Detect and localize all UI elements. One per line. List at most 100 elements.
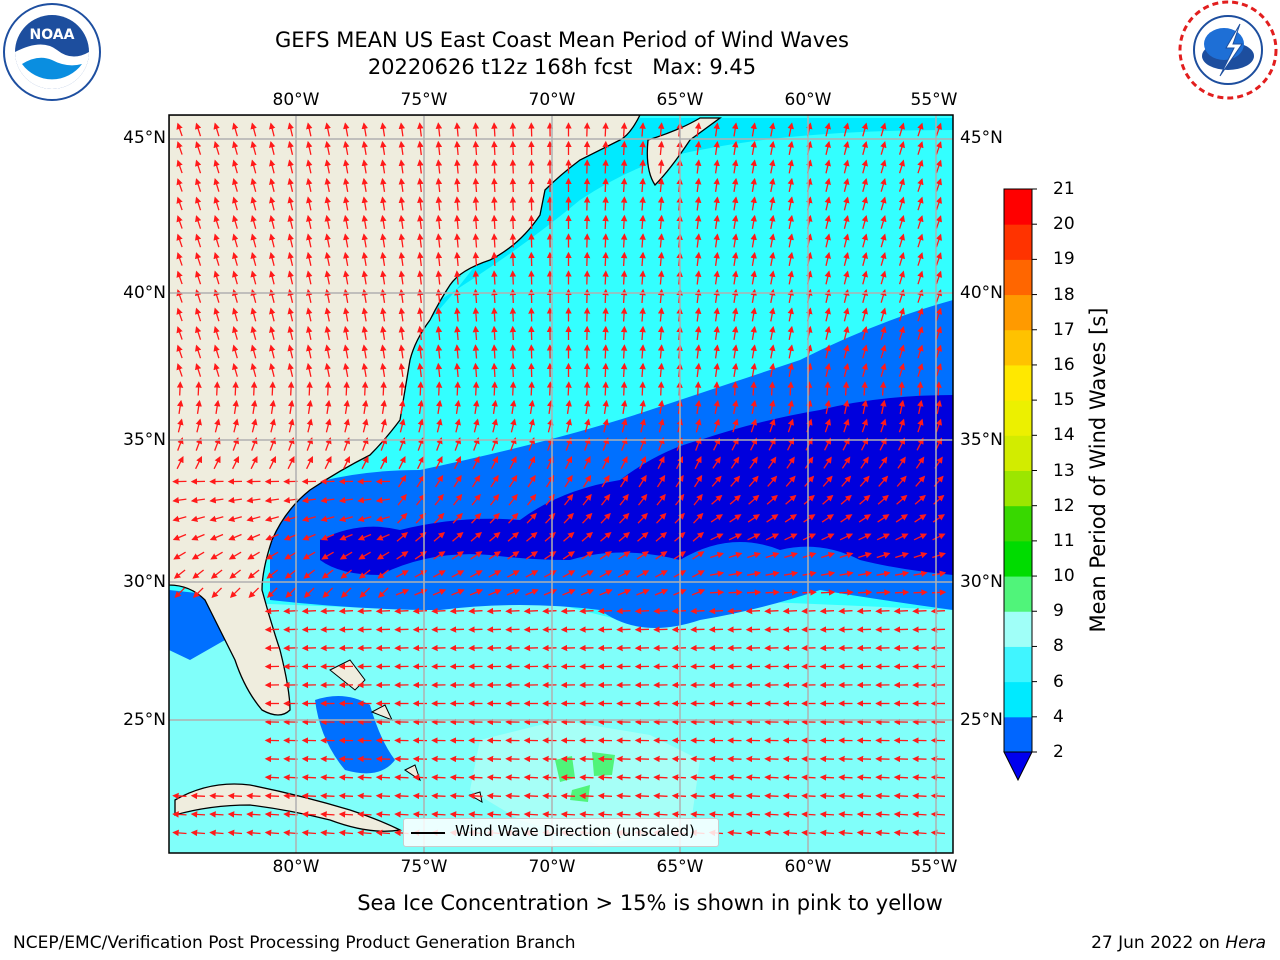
wave-direction-arrow [417, 214, 424, 230]
wave-direction-arrow [917, 159, 924, 174]
wave-direction-arrow [213, 178, 220, 192]
wave-direction-arrow [819, 811, 835, 818]
wave-direction-arrow [563, 531, 575, 542]
wave-direction-arrow [301, 811, 317, 818]
wave-direction-arrow [657, 399, 665, 415]
wave-direction-arrow [264, 607, 280, 615]
wave-direction-arrow [639, 399, 646, 415]
wave-direction-arrow [173, 569, 186, 579]
wave-direction-arrow [176, 196, 183, 211]
wave-direction-arrow [764, 607, 779, 615]
wave-direction-arrow [269, 344, 276, 359]
wave-direction-arrow [375, 496, 390, 504]
wave-direction-arrow [731, 307, 739, 322]
wave-direction-arrow [560, 811, 576, 818]
wave-direction-arrow [857, 589, 873, 596]
wave-direction-arrow [232, 196, 239, 211]
wave-direction-arrow [269, 418, 276, 433]
wave-direction-arrow [861, 251, 868, 266]
colorbar-bin-16-17 [1004, 329, 1032, 366]
wave-direction-arrow [172, 533, 187, 541]
wave-direction-arrow [602, 344, 609, 359]
wave-direction-arrow [399, 418, 406, 433]
wave-direction-arrow [380, 270, 387, 285]
wave-direction-arrow [787, 418, 795, 433]
wave-direction-arrow [357, 496, 372, 504]
wave-direction-arrow [769, 159, 776, 174]
wave-direction-arrow [880, 178, 887, 192]
wind-wave-vectors [172, 122, 947, 837]
wave-direction-arrow [287, 122, 294, 137]
wave-direction-arrow [880, 307, 887, 322]
wave-direction-arrow [454, 288, 461, 304]
wave-direction-arrow [861, 270, 868, 285]
wave-direction-arrow [713, 381, 720, 396]
wave-direction-arrow [269, 233, 276, 248]
wave-direction-arrow [287, 233, 294, 248]
wave-direction-arrow [489, 493, 500, 506]
wave-direction-arrow [840, 514, 853, 523]
wave-direction-arrow [692, 551, 705, 560]
wave-direction-arrow [209, 533, 224, 541]
wave-direction-arrow [509, 140, 517, 156]
wave-direction-arrow [620, 344, 628, 359]
wave-direction-arrow [250, 122, 257, 137]
wave-direction-arrow [917, 141, 924, 155]
wave-direction-arrow [602, 270, 609, 285]
wave-direction-arrow [639, 270, 646, 285]
wave-direction-arrow [801, 607, 816, 615]
wave-direction-arrow [176, 344, 183, 359]
wave-direction-arrow [824, 270, 831, 285]
wave-direction-arrow [802, 552, 817, 559]
wave-direction-arrow [232, 363, 239, 377]
wave-direction-arrow [769, 307, 776, 322]
wave-direction-arrow [454, 159, 461, 174]
wave-direction-arrow [732, 399, 739, 415]
wave-direction-arrow [843, 399, 850, 415]
wave-direction-arrow [434, 493, 444, 506]
wave-direction-arrow [343, 307, 350, 322]
wave-direction-arrow [454, 177, 461, 193]
wave-direction-arrow [361, 214, 368, 230]
wave-direction-arrow [858, 514, 871, 523]
map-subtitle: 20220626 t12z 168h fcst Max: 9.45 [367, 55, 757, 79]
wave-direction-arrow [324, 270, 331, 285]
wave-direction-arrow [819, 774, 835, 781]
wave-direction-arrow [472, 196, 480, 211]
wave-direction-arrow [602, 177, 609, 193]
wave-direction-arrow [859, 494, 871, 505]
wave-direction-arrow [375, 607, 391, 615]
wave-direction-arrow [454, 456, 461, 470]
wave-direction-arrow [250, 140, 257, 155]
wave-direction-arrow [398, 177, 406, 192]
wave-direction-arrow [473, 418, 480, 433]
wave-direction-arrow [173, 551, 186, 560]
wave-direction-arrow [821, 533, 835, 541]
wave-direction-arrow [547, 418, 554, 433]
lon-label-top-75w: 75°W [400, 90, 448, 110]
colorbar-bin-14-15 [1004, 400, 1032, 436]
wave-direction-arrow [879, 381, 887, 396]
colorbar-tick-label: 4 [1053, 706, 1064, 727]
wave-direction-arrow [232, 307, 239, 322]
wave-direction-arrow [713, 362, 720, 377]
wave-direction-arrow [839, 533, 854, 541]
wave-direction-arrow [509, 362, 517, 378]
wave-direction-arrow [343, 233, 350, 248]
wave-direction-arrow [306, 325, 313, 340]
wave-direction-arrow [750, 344, 757, 359]
wave-direction-arrow [232, 233, 239, 248]
wave-direction-arrow [823, 456, 832, 469]
wave-direction-arrow [616, 607, 631, 615]
wave-direction-arrow [288, 418, 295, 433]
wave-direction-arrow [232, 381, 239, 396]
wave-direction-arrow [396, 551, 409, 560]
colorbar-tick-label: 13 [1053, 460, 1075, 481]
colorbar-tick-label: 9 [1053, 601, 1064, 622]
wave-direction-arrow [876, 589, 891, 596]
wave-direction-arrow [232, 141, 239, 155]
wave-direction-arrow [634, 774, 650, 781]
wave-direction-arrow [917, 307, 924, 322]
wave-direction-arrow [472, 307, 480, 322]
wave-direction-arrow [583, 456, 591, 470]
